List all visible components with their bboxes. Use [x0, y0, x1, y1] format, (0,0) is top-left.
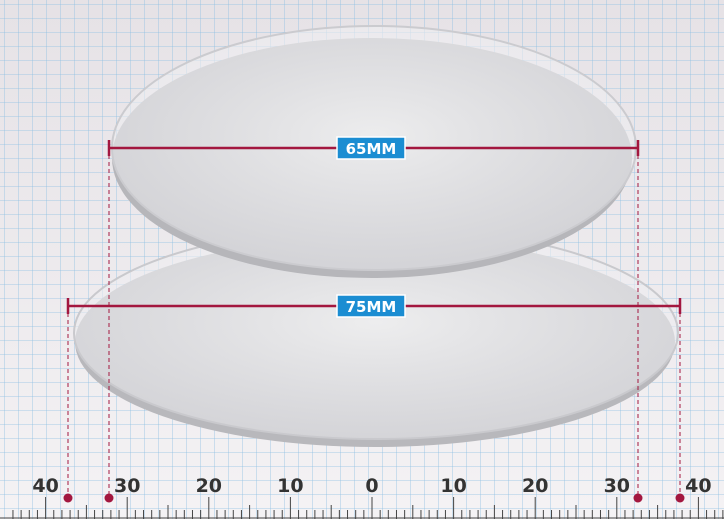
ruler: 40 30 20 10 0 10 20 30 40 [0, 475, 724, 519]
ruler-dots [63, 493, 685, 503]
ruler-label: 30 [114, 475, 140, 497]
lens-75 [73, 226, 679, 447]
dimension-label: 75MM [346, 298, 397, 316]
ruler-label: 10 [440, 475, 466, 497]
ruler-label: 20 [522, 475, 548, 497]
ruler-label: 10 [277, 475, 303, 497]
ruler-label: 40 [32, 475, 58, 497]
dimension-label: 65MM [346, 140, 397, 158]
ruler-label: 20 [196, 475, 222, 497]
ruler-label: 40 [685, 475, 711, 497]
ruler-label: 30 [604, 475, 630, 497]
label-box [336, 294, 406, 318]
ruler-label: 0 [365, 475, 378, 497]
guide-lines [67, 148, 681, 498]
label-box [336, 136, 406, 160]
